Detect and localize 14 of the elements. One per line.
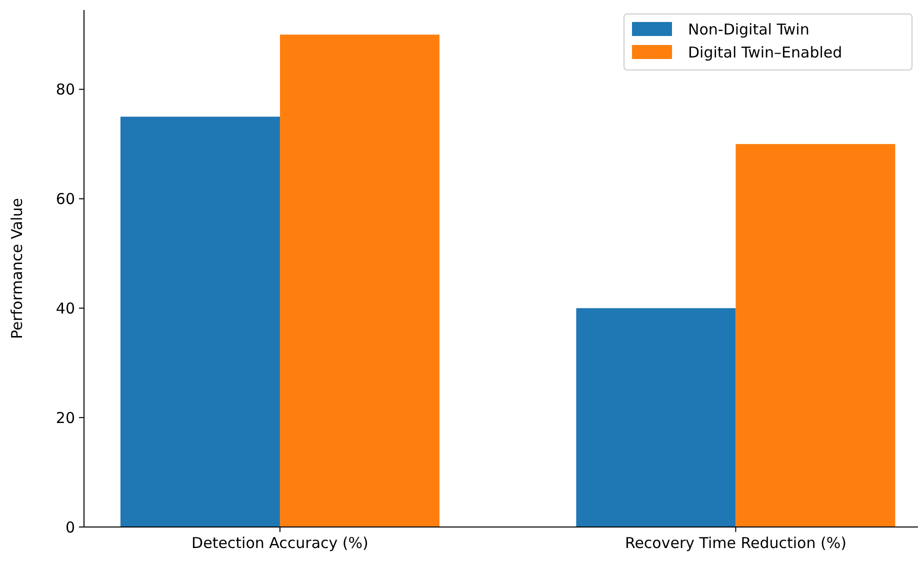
bar [120, 116, 280, 527]
y-tick-label: 20 [56, 408, 75, 427]
legend-label: Non-Digital Twin [688, 20, 810, 38]
y-tick-label: 40 [56, 299, 75, 318]
y-axis-title: Performance Value [8, 198, 26, 340]
y-tick-label: 0 [65, 518, 75, 536]
legend-label: Digital Twin–Enabled [688, 43, 842, 62]
x-tick-label: Detection Accuracy (%) [192, 534, 368, 552]
y-tick-label: 80 [56, 80, 75, 99]
bar [736, 144, 896, 527]
bar [280, 34, 440, 527]
bar [576, 308, 736, 527]
y-tick-label: 60 [56, 190, 75, 208]
x-tick-label: Recovery Time Reduction (%) [624, 534, 846, 552]
